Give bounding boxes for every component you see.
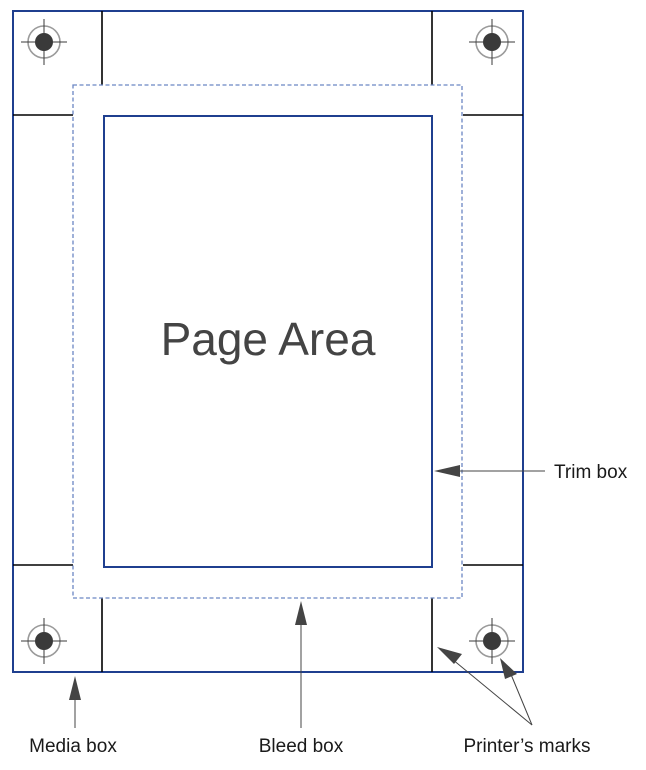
bleed-box-label: Bleed box	[259, 736, 344, 757]
bleed-box	[72, 84, 463, 599]
page-area-label: Page Area	[161, 313, 376, 365]
arrowhead-up-icon	[295, 601, 307, 625]
registration-mark-bottom-left	[21, 618, 67, 664]
trim-box	[103, 115, 433, 568]
printers-marks-arrows	[437, 647, 533, 726]
media-box	[12, 10, 524, 673]
media-box-label: Media box	[29, 736, 117, 757]
registration-mark-top-left	[21, 19, 67, 65]
registration-mark-bottom-right	[469, 618, 515, 664]
arrowhead-diagonal-icon	[437, 647, 462, 664]
media-box-arrow	[69, 676, 81, 728]
registration-mark-top-right	[469, 19, 515, 65]
crop-marks	[13, 11, 523, 672]
arrowhead-up-icon	[69, 676, 81, 700]
bleed-box-arrow	[295, 601, 307, 728]
arrowhead-left-icon	[434, 465, 460, 477]
arrowhead-diagonal-icon	[500, 658, 517, 679]
printers-marks-label: Printer’s marks	[463, 736, 590, 757]
trim-box-label: Trim box	[554, 462, 628, 483]
trim-box-arrow	[434, 465, 545, 477]
